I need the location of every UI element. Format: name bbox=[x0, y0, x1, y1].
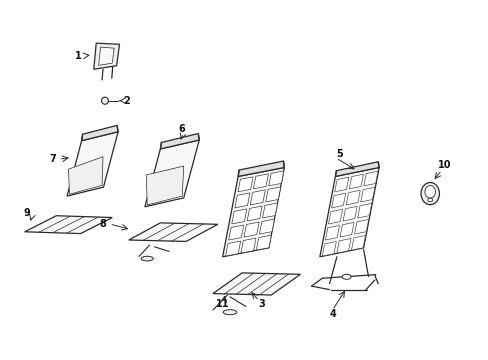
Polygon shape bbox=[231, 209, 246, 224]
Polygon shape bbox=[253, 174, 268, 189]
Text: 11: 11 bbox=[215, 299, 229, 309]
Polygon shape bbox=[212, 273, 300, 295]
Polygon shape bbox=[343, 206, 356, 221]
Ellipse shape bbox=[424, 185, 435, 198]
Text: 9: 9 bbox=[23, 208, 30, 218]
Polygon shape bbox=[68, 157, 103, 194]
Polygon shape bbox=[99, 47, 114, 65]
Polygon shape bbox=[228, 225, 243, 240]
Text: 4: 4 bbox=[329, 309, 336, 319]
Polygon shape bbox=[265, 187, 280, 202]
Polygon shape bbox=[225, 241, 240, 256]
Polygon shape bbox=[81, 125, 118, 141]
Polygon shape bbox=[351, 235, 365, 250]
Text: 10: 10 bbox=[437, 160, 450, 170]
Polygon shape bbox=[238, 161, 284, 176]
Polygon shape bbox=[325, 225, 339, 240]
Polygon shape bbox=[346, 190, 360, 205]
Ellipse shape bbox=[427, 198, 432, 202]
Text: 5: 5 bbox=[336, 149, 343, 159]
Polygon shape bbox=[322, 242, 336, 256]
Polygon shape bbox=[334, 177, 348, 192]
Polygon shape bbox=[67, 132, 118, 196]
Polygon shape bbox=[363, 171, 377, 186]
Ellipse shape bbox=[223, 310, 236, 315]
Polygon shape bbox=[238, 177, 252, 192]
Text: 2: 2 bbox=[123, 96, 130, 106]
Ellipse shape bbox=[342, 274, 350, 279]
Polygon shape bbox=[144, 140, 199, 207]
Polygon shape bbox=[250, 190, 265, 205]
Polygon shape bbox=[259, 219, 274, 234]
Polygon shape bbox=[241, 238, 255, 253]
Text: 3: 3 bbox=[258, 299, 264, 309]
Polygon shape bbox=[94, 43, 119, 69]
Ellipse shape bbox=[420, 183, 439, 204]
Text: 1: 1 bbox=[75, 51, 81, 61]
Text: 6: 6 bbox=[178, 124, 184, 134]
Polygon shape bbox=[160, 134, 199, 149]
Polygon shape bbox=[244, 222, 259, 237]
Ellipse shape bbox=[141, 256, 153, 261]
Polygon shape bbox=[246, 206, 262, 221]
Polygon shape bbox=[357, 203, 371, 218]
Text: 7: 7 bbox=[49, 154, 56, 163]
Polygon shape bbox=[128, 223, 217, 242]
Polygon shape bbox=[360, 187, 374, 202]
Polygon shape bbox=[354, 220, 368, 234]
Polygon shape bbox=[348, 174, 363, 189]
Polygon shape bbox=[268, 171, 283, 186]
Polygon shape bbox=[319, 167, 378, 257]
Polygon shape bbox=[25, 216, 112, 234]
Polygon shape bbox=[331, 193, 345, 208]
Polygon shape bbox=[234, 193, 249, 208]
Polygon shape bbox=[339, 222, 353, 237]
Polygon shape bbox=[328, 209, 342, 224]
Polygon shape bbox=[222, 167, 284, 257]
Polygon shape bbox=[146, 166, 183, 205]
Text: 8: 8 bbox=[99, 219, 106, 229]
Ellipse shape bbox=[102, 97, 108, 104]
Polygon shape bbox=[336, 239, 350, 253]
Polygon shape bbox=[335, 162, 378, 176]
Polygon shape bbox=[262, 203, 277, 218]
Polygon shape bbox=[256, 235, 271, 250]
